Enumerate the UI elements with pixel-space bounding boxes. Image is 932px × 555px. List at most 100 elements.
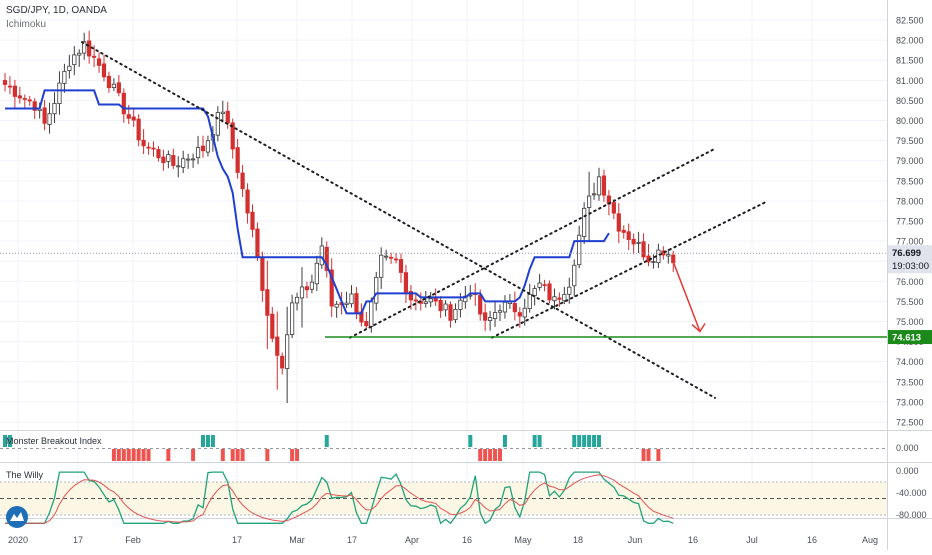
candle: [52, 103, 57, 115]
candle: [275, 336, 280, 356]
candle: [542, 284, 547, 287]
candle: [285, 334, 290, 369]
candle: [96, 58, 102, 66]
candle: [289, 302, 295, 335]
candle: [12, 85, 17, 97]
ichimoku-base-line: [5, 89, 610, 315]
candle: [82, 41, 87, 54]
candle: [200, 145, 206, 152]
candle: [651, 261, 656, 263]
candle: [384, 255, 389, 258]
willy-signal-line: [5, 474, 674, 524]
candle: [413, 299, 418, 302]
willy-pane-label: The Willy: [6, 470, 44, 480]
candle: [77, 52, 82, 56]
candle: [532, 288, 537, 297]
channel-lower-line: [491, 199, 769, 339]
breakout-bar: [498, 449, 502, 461]
candle: [32, 101, 37, 111]
y-tick-label: 75.000: [896, 317, 924, 327]
candle: [67, 65, 72, 71]
candle: [492, 312, 498, 320]
candle: [294, 296, 300, 304]
candle: [552, 296, 557, 302]
y-tick-label: 77.500: [896, 217, 924, 227]
candle: [250, 211, 255, 230]
breakout-bar: [116, 449, 121, 461]
candle: [527, 294, 532, 309]
candle: [448, 304, 453, 321]
candle: [423, 301, 428, 304]
candle: [324, 246, 329, 271]
candle: [403, 272, 409, 293]
candle: [547, 283, 552, 301]
y-tick-label: 74.000: [896, 357, 924, 367]
x-tick-label: Mar: [289, 535, 305, 545]
y-tick-label: 81.000: [896, 76, 924, 86]
breakout-bar: [201, 435, 205, 447]
candle: [22, 98, 27, 100]
y-tick-label: 77.000: [896, 237, 924, 247]
candle: [186, 158, 191, 161]
breakout-bar: [121, 449, 126, 461]
candle: [587, 195, 592, 208]
countdown-label: 19:03:00: [892, 261, 929, 272]
breakout-bar: [577, 435, 582, 447]
willy-tick-label: -40.000: [896, 488, 927, 498]
candle: [62, 71, 67, 84]
candle: [141, 139, 146, 147]
breakout-bar: [265, 449, 270, 461]
candle: [502, 301, 508, 313]
candle: [111, 83, 116, 88]
x-tick-label: 2020: [8, 535, 28, 545]
candle: [205, 140, 211, 153]
candle: [245, 189, 250, 214]
bb-pane-label: Monster Breakout Index: [6, 436, 102, 446]
breakout-bar: [646, 449, 651, 461]
candle: [344, 302, 349, 305]
candle: [195, 147, 201, 159]
y-tick-label: 75.500: [896, 297, 924, 307]
candle: [87, 40, 92, 57]
breakout-bar: [532, 435, 537, 447]
x-tick-label: 16: [462, 535, 472, 545]
candle: [428, 298, 433, 303]
candle: [557, 297, 562, 300]
breakout-bar: [191, 449, 196, 461]
candle: [72, 54, 77, 66]
candle: [487, 317, 493, 321]
candle: [2, 80, 8, 85]
breakout-bar: [587, 435, 592, 447]
candle: [319, 245, 324, 266]
x-tick-label: Feb: [125, 535, 141, 545]
candle: [572, 264, 577, 287]
candle: [280, 355, 285, 369]
candle: [334, 303, 339, 308]
candle: [582, 207, 587, 237]
y-tick-label: 80.500: [896, 96, 924, 106]
candle: [656, 249, 661, 264]
breakout-bar: [324, 435, 329, 447]
channel-upper-line: [349, 147, 716, 339]
candle: [329, 269, 334, 307]
candle: [349, 293, 354, 305]
current-price-label: 76.699: [892, 248, 921, 259]
breakout-bar: [126, 449, 131, 461]
candle: [270, 313, 275, 339]
breakout-bar: [136, 449, 141, 461]
candle: [309, 281, 315, 290]
candle: [636, 241, 641, 244]
candle: [512, 303, 517, 313]
candle: [369, 301, 374, 327]
candle: [57, 82, 62, 105]
y-tick-label: 82.000: [896, 36, 924, 46]
candle: [131, 116, 136, 121]
breakout-bar: [220, 449, 225, 461]
candle: [611, 202, 616, 214]
downtrend-line: [81, 41, 716, 399]
symbol-title: SGD/JPY, 1D, OANDA: [6, 5, 107, 16]
breakout-bar: [502, 435, 507, 447]
candle: [240, 172, 245, 190]
